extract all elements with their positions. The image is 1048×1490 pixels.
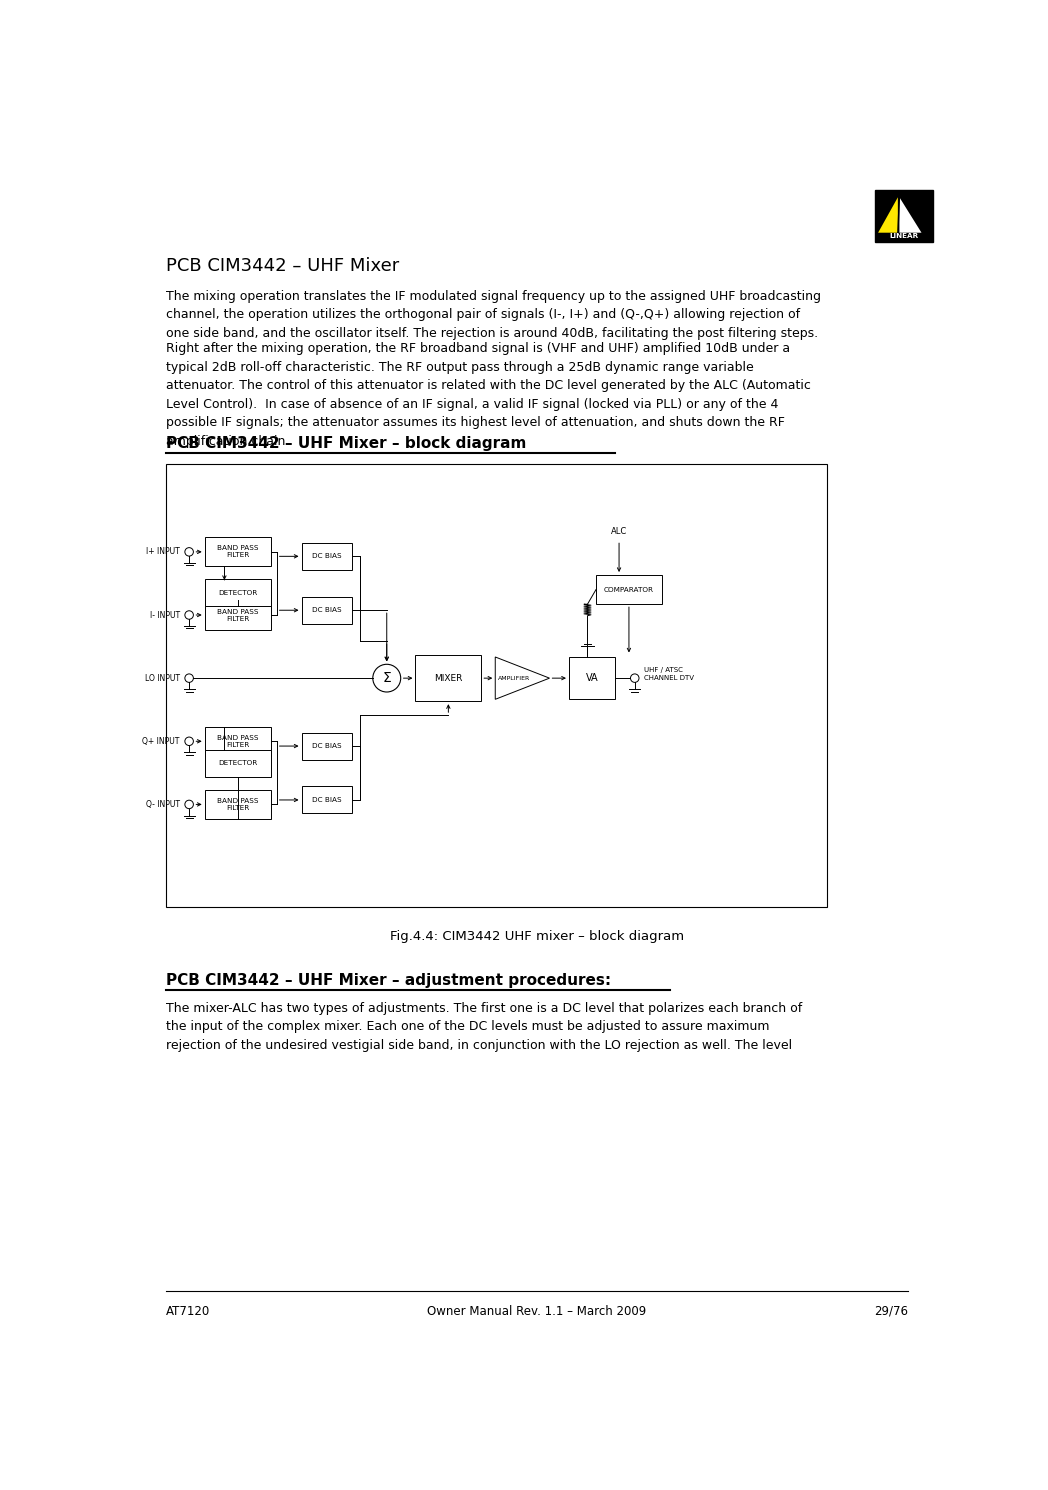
Bar bbox=[204, 749, 270, 776]
Text: I+ INPUT: I+ INPUT bbox=[146, 547, 180, 556]
Bar bbox=[302, 733, 352, 760]
Text: Q+ INPUT: Q+ INPUT bbox=[143, 736, 180, 746]
Text: PCB CIM3442 – UHF Mixer: PCB CIM3442 – UHF Mixer bbox=[166, 258, 399, 276]
Text: COMPARATOR: COMPARATOR bbox=[604, 587, 654, 593]
Text: The mixing operation translates the IF modulated signal frequency up to the assi: The mixing operation translates the IF m… bbox=[166, 289, 821, 340]
Bar bbox=[875, 189, 933, 241]
Text: PCB CIM3442 – UHF Mixer – block diagram: PCB CIM3442 – UHF Mixer – block diagram bbox=[166, 437, 526, 451]
Polygon shape bbox=[899, 197, 921, 232]
Text: DETECTOR: DETECTOR bbox=[218, 760, 257, 766]
Text: DC BIAS: DC BIAS bbox=[312, 744, 342, 749]
Text: DC BIAS: DC BIAS bbox=[312, 553, 342, 559]
Text: ALC: ALC bbox=[611, 527, 627, 536]
Bar bbox=[166, 465, 827, 907]
Polygon shape bbox=[878, 197, 898, 232]
Bar bbox=[204, 790, 270, 820]
Text: MIXER: MIXER bbox=[434, 673, 462, 682]
Text: Σ: Σ bbox=[383, 670, 391, 685]
Bar bbox=[596, 575, 662, 605]
Text: AMPLIFIER: AMPLIFIER bbox=[498, 675, 530, 681]
Text: I- INPUT: I- INPUT bbox=[150, 611, 180, 620]
Text: LO INPUT: LO INPUT bbox=[145, 673, 180, 682]
Bar bbox=[302, 542, 352, 569]
Bar bbox=[302, 597, 352, 624]
Bar bbox=[302, 787, 352, 814]
Polygon shape bbox=[496, 657, 549, 699]
Text: DC BIAS: DC BIAS bbox=[312, 797, 342, 803]
Text: 29/76: 29/76 bbox=[874, 1305, 909, 1317]
Bar bbox=[569, 657, 615, 699]
Bar bbox=[415, 656, 481, 702]
Text: PCB CIM3442 – UHF Mixer – adjustment procedures:: PCB CIM3442 – UHF Mixer – adjustment pro… bbox=[166, 973, 611, 988]
Text: VA: VA bbox=[586, 673, 598, 682]
Text: BAND PASS
FILTER: BAND PASS FILTER bbox=[217, 735, 258, 748]
Bar bbox=[204, 727, 270, 755]
Bar bbox=[204, 538, 270, 566]
Text: BAND PASS
FILTER: BAND PASS FILTER bbox=[217, 545, 258, 559]
Text: DC BIAS: DC BIAS bbox=[312, 608, 342, 614]
Text: Q- INPUT: Q- INPUT bbox=[146, 800, 180, 809]
Text: Fig.4.4: CIM3442 UHF mixer – block diagram: Fig.4.4: CIM3442 UHF mixer – block diagr… bbox=[390, 930, 684, 943]
Text: AT7120: AT7120 bbox=[166, 1305, 211, 1317]
Text: DETECTOR: DETECTOR bbox=[218, 590, 257, 596]
Text: Owner Manual Rev. 1.1 – March 2009: Owner Manual Rev. 1.1 – March 2009 bbox=[428, 1305, 647, 1317]
Text: Right after the mixing operation, the RF broadband signal is (VHF and UHF) ampli: Right after the mixing operation, the RF… bbox=[166, 343, 811, 447]
Text: BAND PASS
FILTER: BAND PASS FILTER bbox=[217, 799, 258, 811]
Bar bbox=[204, 580, 270, 606]
Text: BAND PASS
FILTER: BAND PASS FILTER bbox=[217, 608, 258, 621]
Text: UHF / ATSC
CHANNEL DTV: UHF / ATSC CHANNEL DTV bbox=[645, 668, 694, 681]
Text: The mixer-ALC has two types of adjustments. The first one is a DC level that pol: The mixer-ALC has two types of adjustmen… bbox=[166, 1001, 802, 1052]
Text: LINEAR: LINEAR bbox=[890, 232, 919, 238]
Bar bbox=[204, 600, 270, 630]
